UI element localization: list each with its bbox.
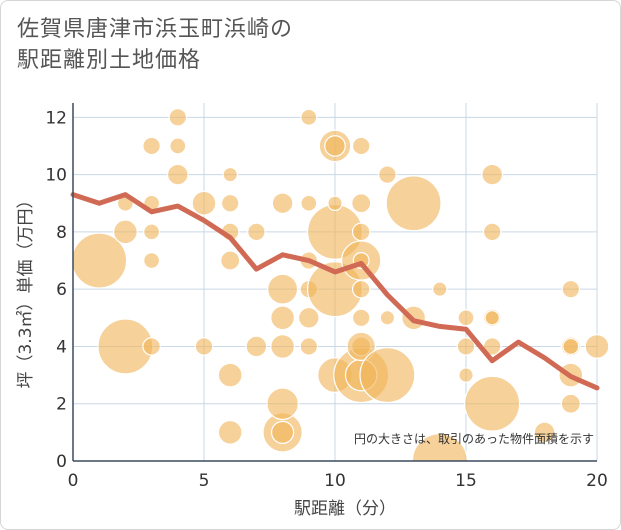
- chart-title: 佐賀県唐津市浜玉町浜崎の 駅距離別土地価格: [17, 14, 293, 76]
- bubble-point: [351, 136, 371, 156]
- x-tick-label: 5: [199, 471, 210, 491]
- chart-title-line-2: 駅距離別土地価格: [17, 48, 202, 73]
- x-tick-label: 20: [586, 471, 608, 491]
- bubble-point: [324, 135, 346, 157]
- bubble-point: [194, 337, 214, 356]
- bubble-point: [481, 163, 504, 186]
- x-tick-label: 15: [455, 471, 477, 491]
- bubble-point: [560, 393, 581, 414]
- bubble-point: [217, 419, 243, 445]
- trend-line: [70, 192, 600, 391]
- trend-line-series: [70, 192, 600, 391]
- bubble-point: [456, 337, 476, 356]
- bubble-point: [351, 222, 371, 242]
- y-tick-label: 4: [56, 337, 67, 357]
- bubble-point: [73, 232, 128, 289]
- bubble-point: [484, 310, 500, 326]
- bubble-point: [464, 375, 521, 432]
- bubble-point: [458, 367, 474, 383]
- y-tick-labels: 0 2 4 6 8 10 12: [45, 108, 67, 472]
- bubble-point: [271, 192, 294, 215]
- bubble-point: [267, 273, 299, 305]
- bubble-point: [300, 108, 318, 126]
- bubble-point: [359, 347, 416, 404]
- bubble-point: [143, 252, 161, 270]
- bubble-point: [168, 108, 188, 127]
- bubble-point: [385, 175, 442, 232]
- bubble-series: [73, 108, 610, 461]
- bubble-point: [247, 222, 266, 242]
- bubble-point: [112, 219, 138, 245]
- bubble-point: [245, 335, 268, 358]
- bubble-point: [142, 337, 161, 356]
- bubble-point: [143, 223, 161, 241]
- bubble-point: [270, 420, 295, 444]
- y-tick-label: 8: [56, 223, 67, 243]
- bubble-point: [351, 308, 371, 328]
- bubble-point: [142, 136, 161, 156]
- bubble-point: [346, 331, 376, 362]
- bubble-point: [351, 193, 372, 214]
- x-tick-labels: 0 5 10 15 20: [68, 471, 608, 491]
- bubble-point: [169, 137, 187, 155]
- y-tick-label: 2: [56, 395, 67, 415]
- bubble-point: [411, 433, 468, 461]
- bubble-point: [457, 309, 475, 327]
- axes: [72, 103, 597, 462]
- x-axis-label: 駅距離（分）: [294, 499, 396, 519]
- bubble-point: [432, 281, 448, 297]
- bubble-point: [533, 421, 556, 444]
- bubble-size-note: 円の大きさは、取引のあった物件面積を示す: [354, 431, 594, 446]
- bubble-point: [300, 194, 318, 212]
- bubble-point: [562, 337, 580, 355]
- bubble-point: [378, 165, 397, 184]
- bubble-point: [561, 279, 581, 299]
- y-tick-label: 10: [45, 166, 67, 186]
- bubble-point: [482, 222, 502, 242]
- bubble-point: [299, 337, 319, 356]
- y-tick-label: 12: [45, 108, 67, 128]
- y-axis-label: 坪（3.3㎡）単価（万円）: [16, 191, 36, 388]
- bubble-point: [270, 334, 296, 359]
- y-tick-label: 6: [56, 280, 67, 300]
- x-tick-label: 10: [324, 471, 346, 491]
- bubble-point: [266, 387, 299, 421]
- bubble-point: [379, 310, 396, 326]
- bubble-point: [217, 362, 243, 388]
- bubble-point: [270, 305, 296, 331]
- x-tick-label: 0: [68, 471, 79, 491]
- bubble-point: [220, 250, 241, 271]
- chart-title-line-1: 佐賀県唐津市浜玉町浜崎の: [17, 17, 294, 42]
- bubble-point: [584, 334, 610, 359]
- bubble-point: [351, 279, 371, 299]
- y-tick-label: 0: [56, 452, 67, 472]
- bubble-point: [191, 190, 217, 216]
- bubble-point: [166, 163, 189, 186]
- bubble-point: [297, 306, 320, 329]
- bubble-point: [327, 195, 343, 211]
- bubble-point: [220, 193, 240, 213]
- bubble-point: [222, 166, 238, 183]
